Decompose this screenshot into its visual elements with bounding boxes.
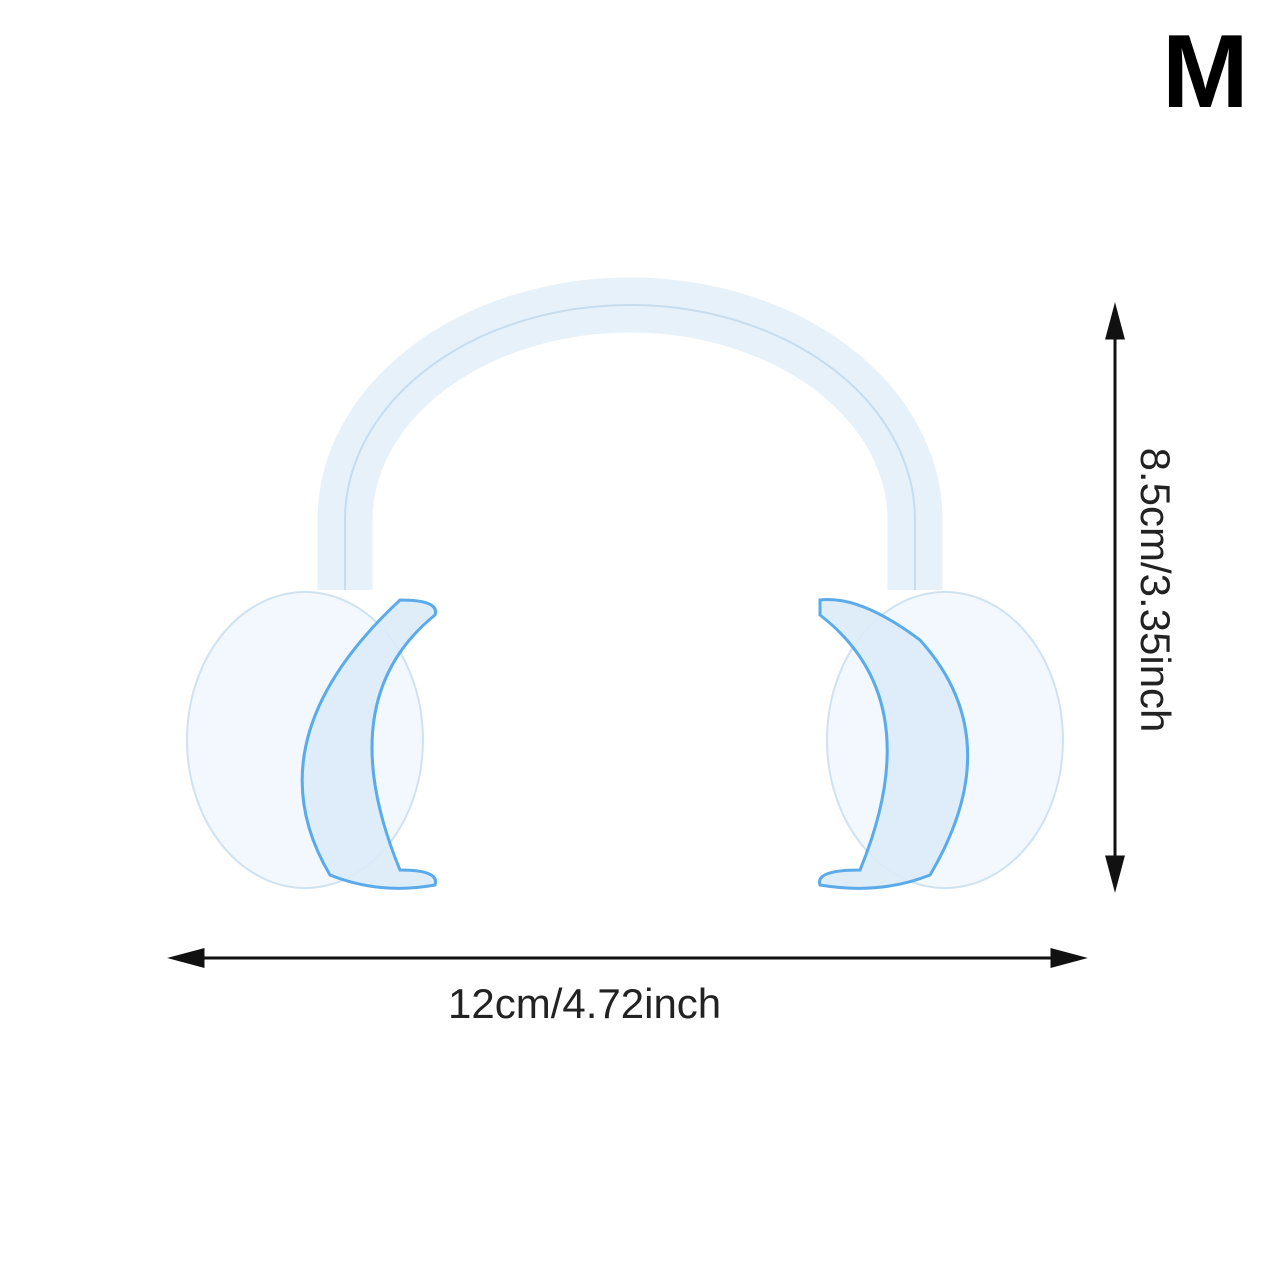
width-dimension-label: 12cm/4.72inch xyxy=(448,980,722,1027)
cheek-retractor xyxy=(186,277,1064,890)
width-arrow xyxy=(167,948,1088,968)
height-arrow xyxy=(1105,302,1125,893)
height-dimension-label: 8.5cm/3.35inch xyxy=(1132,447,1179,733)
size-label: M xyxy=(1162,14,1249,130)
